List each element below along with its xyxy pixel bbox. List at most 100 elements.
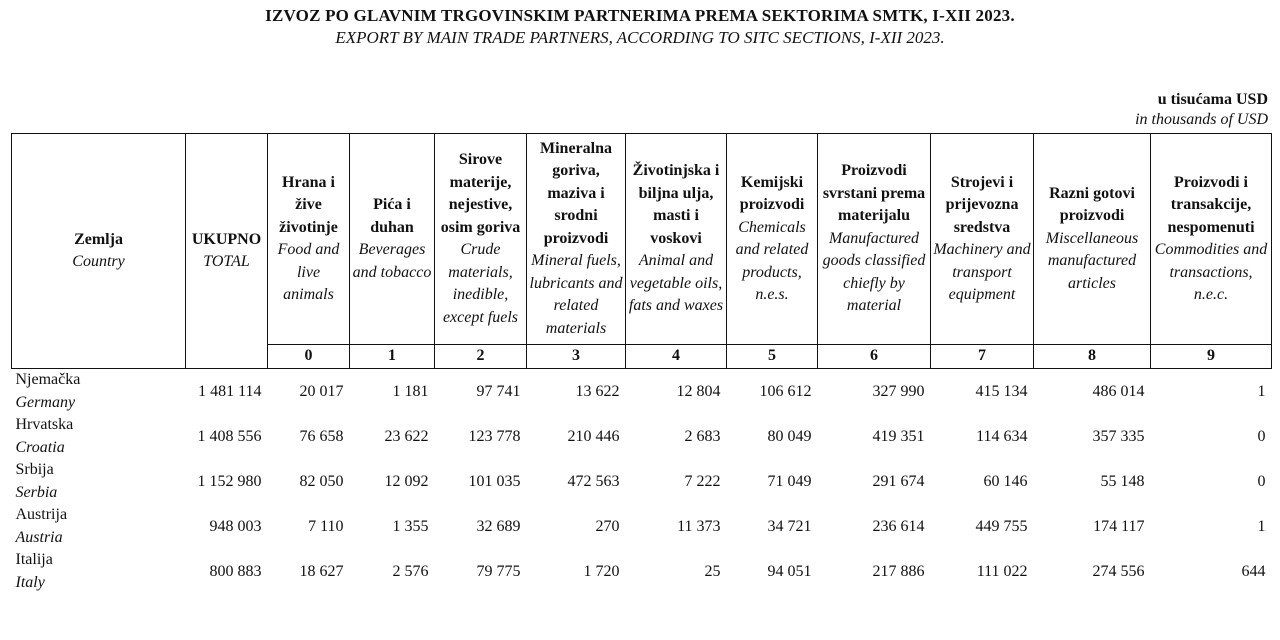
header-section-hr: Proizvodi i transakcije, nespomenuti [1167,173,1255,236]
section-value-cell: 644 [1241,562,1266,580]
table-body: Njemačka Germany 1 481 114 20 017 1 181 97 74… [12,369,1272,595]
country-cell: Srbija Serbia [12,459,186,504]
section-value-cell: 12 092 [384,472,429,490]
section-value-cell: 71 049 [767,472,812,490]
section-value-cell: 94 051 [767,562,812,580]
section-value-cell: 23 622 [384,427,429,445]
section-value-cell: 472 563 [567,472,620,490]
section-value-cell: 357 335 [1092,427,1145,445]
section-value-cell: 0 [1257,427,1266,445]
header-section-number: 4 [625,344,727,369]
total-value-cell: 1 408 556 [197,427,262,445]
country-name-hr: Austrija [15,506,68,523]
header-section-en: Machinery and transport equipment [933,241,1031,304]
country-name-hr: Njemačka [15,371,81,388]
section-value-cell: 174 117 [1093,517,1145,535]
header-section-hr: Strojevi i prijevozna sredstva [945,173,1019,236]
section-value-cell: 7 110 [308,517,344,535]
table-row: Italija Italy 800 883 18 627 2 576 79 775 1 72… [12,549,1272,594]
country-name-en: Germany [15,393,76,411]
section-value-cell: 114 634 [976,427,1028,445]
section-value-cell: 274 556 [1092,562,1145,580]
header-section-hr: Razni gotovi proizvodi [1049,184,1135,225]
header-row: Zemlja Country UKUPNO TOTAL Hrana i žive… [11,132,1272,369]
section-value-cell: 82 050 [299,472,344,490]
section-value-cell: 20 017 [299,382,344,400]
units-note: u tisućama USD in thousands of USD [0,90,1280,130]
export-table: Zemlja Country UKUPNO TOTAL Hrana i žive… [11,132,1272,595]
section-value-cell: 34 721 [767,517,812,535]
section-value-cell: 1 181 [392,382,429,400]
section-value-cell: 217 886 [872,562,925,580]
section-value-cell: 236 614 [872,517,925,535]
section-value-cell: 210 446 [567,427,620,445]
table-row: Njemačka Germany 1 481 114 20 017 1 181 97 74… [12,369,1272,415]
country-cell: Hrvatska Croatia [12,414,186,459]
header-section-en: Miscellaneous manufactured articles [1045,229,1139,292]
section-value-cell: 415 134 [975,382,1028,400]
section-value-cell: 32 689 [476,517,521,535]
section-value-cell: 76 658 [299,427,344,445]
header-section-en: Beverages and tobacco [352,241,432,281]
country-name-hr: Italija [15,551,53,568]
section-value-cell: 55 148 [1100,472,1145,490]
section-value-cell: 25 [704,562,721,580]
header-section-8: Razni gotovi proizvodi Miscellaneous manu… [1033,132,1151,346]
section-value-cell: 1 [1257,517,1266,535]
section-value-cell: 101 035 [468,472,521,490]
units-hr: u tisućama USD [1157,91,1268,108]
total-value-cell: 800 883 [209,562,262,580]
section-value-cell: 486 014 [1092,382,1145,400]
country-name-en: Croatia [15,438,65,456]
table-row: Srbija Serbia 1 152 980 82 050 12 092 101 035… [12,459,1272,504]
header-section-en: Animal and vegetable oils, fats and waxe… [628,252,724,315]
table-row: Austrija Austria 948 003 7 110 1 355 32 689 27… [12,504,1272,549]
section-value-cell: 18 627 [299,562,344,580]
header-section-hr: Kemijski proizvodi [739,173,805,214]
header-country-en: Country [72,253,125,270]
header-section-number: 1 [349,344,435,369]
header-section-en: Commodities and transactions, n.e.c. [1154,241,1268,304]
header-section-hr: Hrana i žive životinje [279,173,338,236]
header-section-en: Chemicals and related products, n.e.s. [735,218,809,304]
section-value-cell: 1 720 [583,562,620,580]
header-section-hr: Proizvodi svrstani prema materijalu [822,162,926,225]
header-section-2: Sirove materije, nejestive, osim goriva C… [434,132,527,346]
section-value-cell: 270 [595,517,620,535]
header-total-hr: UKUPNO [191,230,262,248]
header-section-1: Pića i duhan Beverages and tobacco [349,132,435,346]
section-value-cell: 2 683 [684,427,721,445]
header-section-5: Kemijski proizvodi Chemicals and related … [726,132,818,346]
header-section-en: Crude materials, inedible, except fuels [442,241,519,326]
header-total-en: TOTAL [203,253,250,270]
country-name-en: Italy [15,573,45,591]
header-section-hr: Životinjska i biljna ulja, masti i vosko… [632,162,720,247]
section-value-cell: 106 612 [759,382,812,400]
header-section-7: Strojevi i prijevozna sredstva Machinery … [930,132,1034,346]
header-section-number: 3 [526,344,626,369]
section-value-cell: 449 755 [975,517,1028,535]
section-value-cell: 80 049 [767,427,812,445]
header-section-6: Proizvodi svrstani prema materijalu Manuf… [817,132,931,346]
section-value-cell: 419 351 [872,427,925,445]
header-section-0: Hrana i žive životinje Food and live anim… [267,132,350,346]
country-name-en: Austria [15,528,63,546]
units-en: in thousands of USD [1135,111,1268,128]
header-country: Zemlja Country [11,133,186,369]
country-name-hr: Srbija [15,461,54,478]
country-cell: Italija Italy [12,549,186,594]
section-value-cell: 0 [1257,472,1266,490]
header-section-9: Proizvodi i transakcije, nespomenuti Comm… [1150,132,1272,346]
country-cell: Njemačka Germany [12,369,186,415]
section-value-cell: 12 804 [676,382,721,400]
header-section-number: 5 [726,344,818,369]
header-section-en: Mineral fuels, lubricants and related ma… [529,252,623,337]
section-value-cell: 97 741 [476,382,521,400]
total-value-cell: 1 152 980 [197,472,262,490]
header-section-en: Manufactured goods classified chiefly by… [822,229,926,315]
header-total: UKUPNO TOTAL [185,133,268,369]
section-value-cell: 2 576 [392,562,429,580]
table-row: Hrvatska Croatia 1 408 556 76 658 23 622 123 … [12,414,1272,459]
section-value-cell: 1 355 [392,517,429,535]
